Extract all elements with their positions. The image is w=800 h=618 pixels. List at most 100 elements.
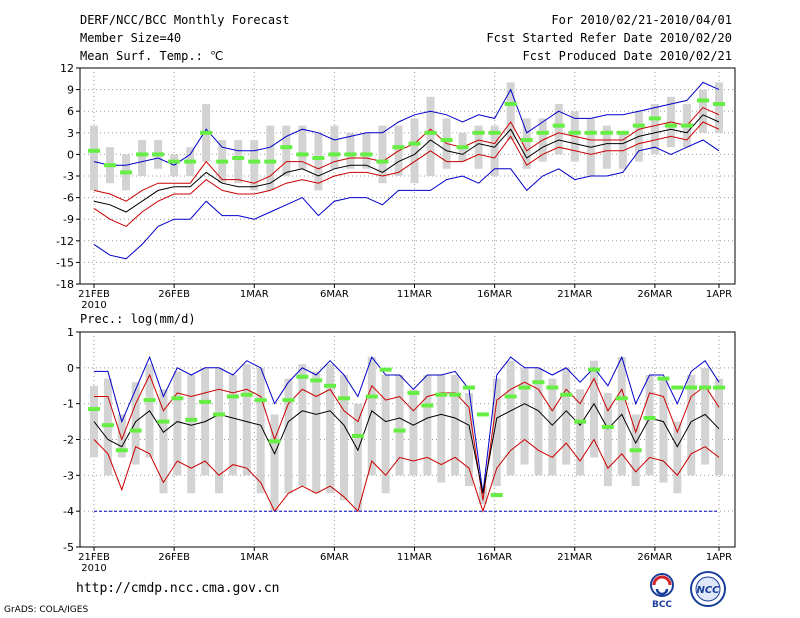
panel2-median-marker [365, 394, 378, 399]
panel2-ensemble-box [437, 375, 446, 483]
panel1-y-tick-label: 6 [67, 105, 74, 118]
panel1-min-line [93, 139, 720, 260]
panel2-x-tick-label: 16MAR [477, 552, 512, 563]
bcc-logo: BCC [650, 573, 674, 609]
panel1-ensemble-box [506, 82, 515, 140]
panel1-median-marker [456, 145, 469, 150]
panel2-median-marker [643, 416, 656, 420]
source-url: http://cmdp.ncc.cma.gov.cn [76, 581, 280, 596]
panel1-median-marker [408, 141, 421, 146]
panel1-median-marker [488, 130, 501, 135]
panel2-x-tick-label: 1MAR [240, 552, 269, 563]
member-size-label: Member Size=40 [80, 31, 182, 45]
panel1-median-marker [264, 159, 277, 164]
panel2-y-tick-label: 1 [67, 326, 74, 339]
panel2-median-marker [490, 493, 503, 498]
panel1-y-tick-label: 0 [67, 148, 74, 161]
panel2-title: Prec.: log(mm/d) [80, 312, 196, 326]
panel1-median-marker [424, 130, 437, 135]
panel2-median-marker [199, 399, 212, 404]
panel2-ensemble-box [117, 414, 126, 458]
panel1-x-tick-label: 26MAR [637, 289, 672, 300]
panel1-median-marker [104, 163, 117, 168]
panel1-y-tick-label: -9 [63, 213, 74, 226]
panel2-median-marker [254, 398, 267, 403]
panel1-ensemble-box [490, 125, 499, 176]
bcc-logo-text: BCC [652, 600, 672, 609]
panel2-median-marker [129, 428, 142, 433]
panel2-ensemble-box [381, 375, 390, 494]
panel1-median-marker [376, 159, 389, 164]
panel2-median-marker [157, 419, 170, 424]
panel1-y-tick-label: -3 [63, 170, 74, 183]
panel2-median-marker [699, 385, 712, 390]
panel2-ensemble-box [701, 367, 710, 465]
panel2-ensemble-box [326, 364, 335, 494]
panel2-x-tick-label: 1APR [706, 552, 732, 563]
panel2-ensemble-box [395, 375, 404, 476]
panel1-median-marker [600, 130, 613, 135]
panel2-median-marker [532, 380, 545, 385]
panel2-y-tick-label: -2 [63, 434, 74, 447]
panel1-ensemble-box [554, 104, 563, 155]
panel2-median-marker [88, 407, 100, 412]
panel2-ensemble-box [451, 375, 460, 476]
panel1-ensemble-box [426, 96, 435, 176]
panel2-ensemble-box [659, 378, 668, 483]
panel1-x-tick-label: 6MAR [320, 289, 349, 300]
panel2-ensemble-box [187, 375, 196, 494]
panel1-median-marker [392, 145, 405, 150]
panel1-lower-line [93, 121, 720, 227]
panel2-ensemble-box [312, 371, 321, 494]
panel2-median-marker [143, 398, 156, 403]
panel2-median-marker [685, 385, 698, 390]
panel2-median-marker [713, 385, 725, 390]
panel2-median-marker [351, 433, 364, 438]
panel2-y-tick-label: -1 [63, 398, 74, 411]
panel1-y-tick-label: -15 [56, 256, 74, 269]
panel2-ensemble-box [242, 364, 251, 476]
panel2-median-marker [171, 396, 184, 401]
panel2-median-marker [226, 394, 239, 399]
panel2-ensemble-box [562, 367, 571, 465]
panel1-median-marker [280, 145, 293, 150]
panel1-x-tick-label: 26FEB [158, 289, 190, 300]
panel2-ensemble-box [256, 367, 265, 494]
panel2-median-marker [435, 392, 448, 397]
chart-title: DERF/NCC/BCC Monthly Forecast [80, 13, 290, 27]
panel1-median-marker [152, 152, 165, 157]
panel2-median-marker [338, 396, 350, 401]
panel2-y-tick-label: -3 [63, 469, 74, 482]
panel2-ensemble-box [715, 378, 723, 476]
panel2-ensemble-box [340, 375, 348, 501]
panel2-ensemble-box [687, 375, 696, 476]
panel2-median-marker [268, 439, 281, 444]
panel1-x-tick-label: 1MAR [240, 289, 269, 300]
panel2-ensemble-box [270, 414, 279, 512]
panel2-ensemble-box [228, 375, 237, 476]
panel2-lower-line [93, 438, 720, 513]
panel2-ensemble-box [590, 360, 598, 458]
panel2-median-marker [657, 376, 670, 381]
panel2-median-marker [324, 383, 337, 388]
panel1-median-marker [664, 123, 677, 128]
panel1-median-marker [168, 159, 181, 164]
panel2-y-tick-label: -5 [63, 541, 74, 554]
panel2-ensemble-box [159, 389, 168, 494]
panel1-y-tick-label: 9 [67, 84, 74, 97]
panel1-median-marker [328, 152, 341, 157]
panel2-x-tick-label: 6MAR [320, 552, 349, 563]
panel2-median-marker [393, 428, 406, 433]
panel1-ensemble-box [362, 132, 371, 169]
panel2-ensemble-box [673, 421, 682, 494]
panel1-x-tick-label: 11MAR [397, 289, 432, 300]
panel2-ensemble-box [548, 378, 557, 476]
panel2-ensemble-box [534, 367, 543, 476]
panel1-ensemble-box [90, 125, 98, 191]
panel1-ensemble-box [314, 132, 323, 191]
panel2-ensemble-box [90, 385, 98, 458]
panel2-mean-line [93, 402, 720, 494]
panel1-mean-line [93, 114, 720, 213]
panel1-median-marker [184, 159, 197, 164]
panel1-median-marker [616, 130, 629, 135]
